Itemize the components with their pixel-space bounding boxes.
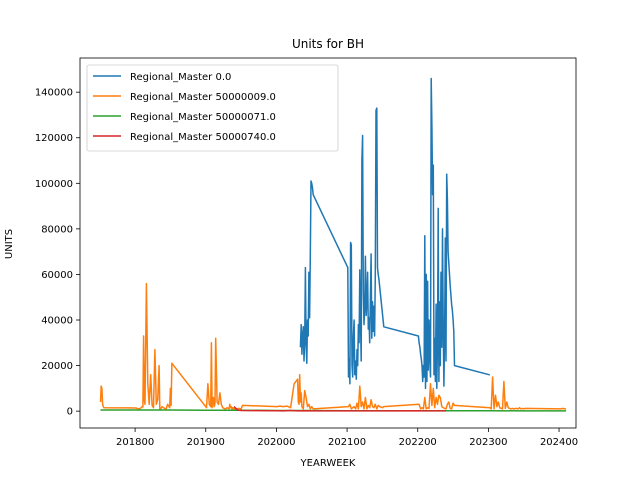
plot-area <box>99 77 567 412</box>
x-tick-label: 202100 <box>328 437 366 448</box>
x-tick-label: 202300 <box>469 437 507 448</box>
legend-entry: Regional_Master 0.0 <box>130 72 231 83</box>
y-axis-label: UNITS <box>4 229 15 259</box>
x-tick-label: 201900 <box>187 437 225 448</box>
series-line-1 <box>99 282 567 411</box>
x-tick-label: 202400 <box>540 437 578 448</box>
x-tick-label: 201800 <box>116 437 154 448</box>
x-tick-label: 202000 <box>257 437 295 448</box>
y-tick-label: 20000 <box>41 361 73 372</box>
plot-frame <box>79 57 577 429</box>
y-tick-label: 0 <box>67 407 73 418</box>
legend-entry: Regional_Master 50000071.0 <box>130 112 276 123</box>
y-tick-label: 140000 <box>35 88 73 99</box>
y-tick-label: 40000 <box>41 316 73 327</box>
chart-title: Units for BH <box>292 37 364 51</box>
x-axis-label: YEARWEEK <box>300 458 356 469</box>
legend-box <box>86 64 339 152</box>
x-tick-label: 202200 <box>399 437 437 448</box>
series-line-3 <box>233 406 446 412</box>
x-axis: 201800 201900 202000 202100 202200 202300 2024… <box>116 428 578 448</box>
y-tick-label: 120000 <box>35 133 73 144</box>
series-line-0 <box>299 77 490 390</box>
y-tick-label: 60000 <box>41 270 73 281</box>
legend-entry: Regional_Master 50000009.0 <box>130 92 276 103</box>
y-tick-label: 80000 <box>41 224 73 235</box>
y-tick-label: 100000 <box>35 179 73 190</box>
legend-entry: Regional_Master 50000740.0 <box>130 132 276 143</box>
y-axis: 0 20000 40000 60000 80000 100000 120000 140000 <box>35 88 80 418</box>
legend: Regional_Master 0.0 Regional_Master 50000… <box>86 64 339 152</box>
